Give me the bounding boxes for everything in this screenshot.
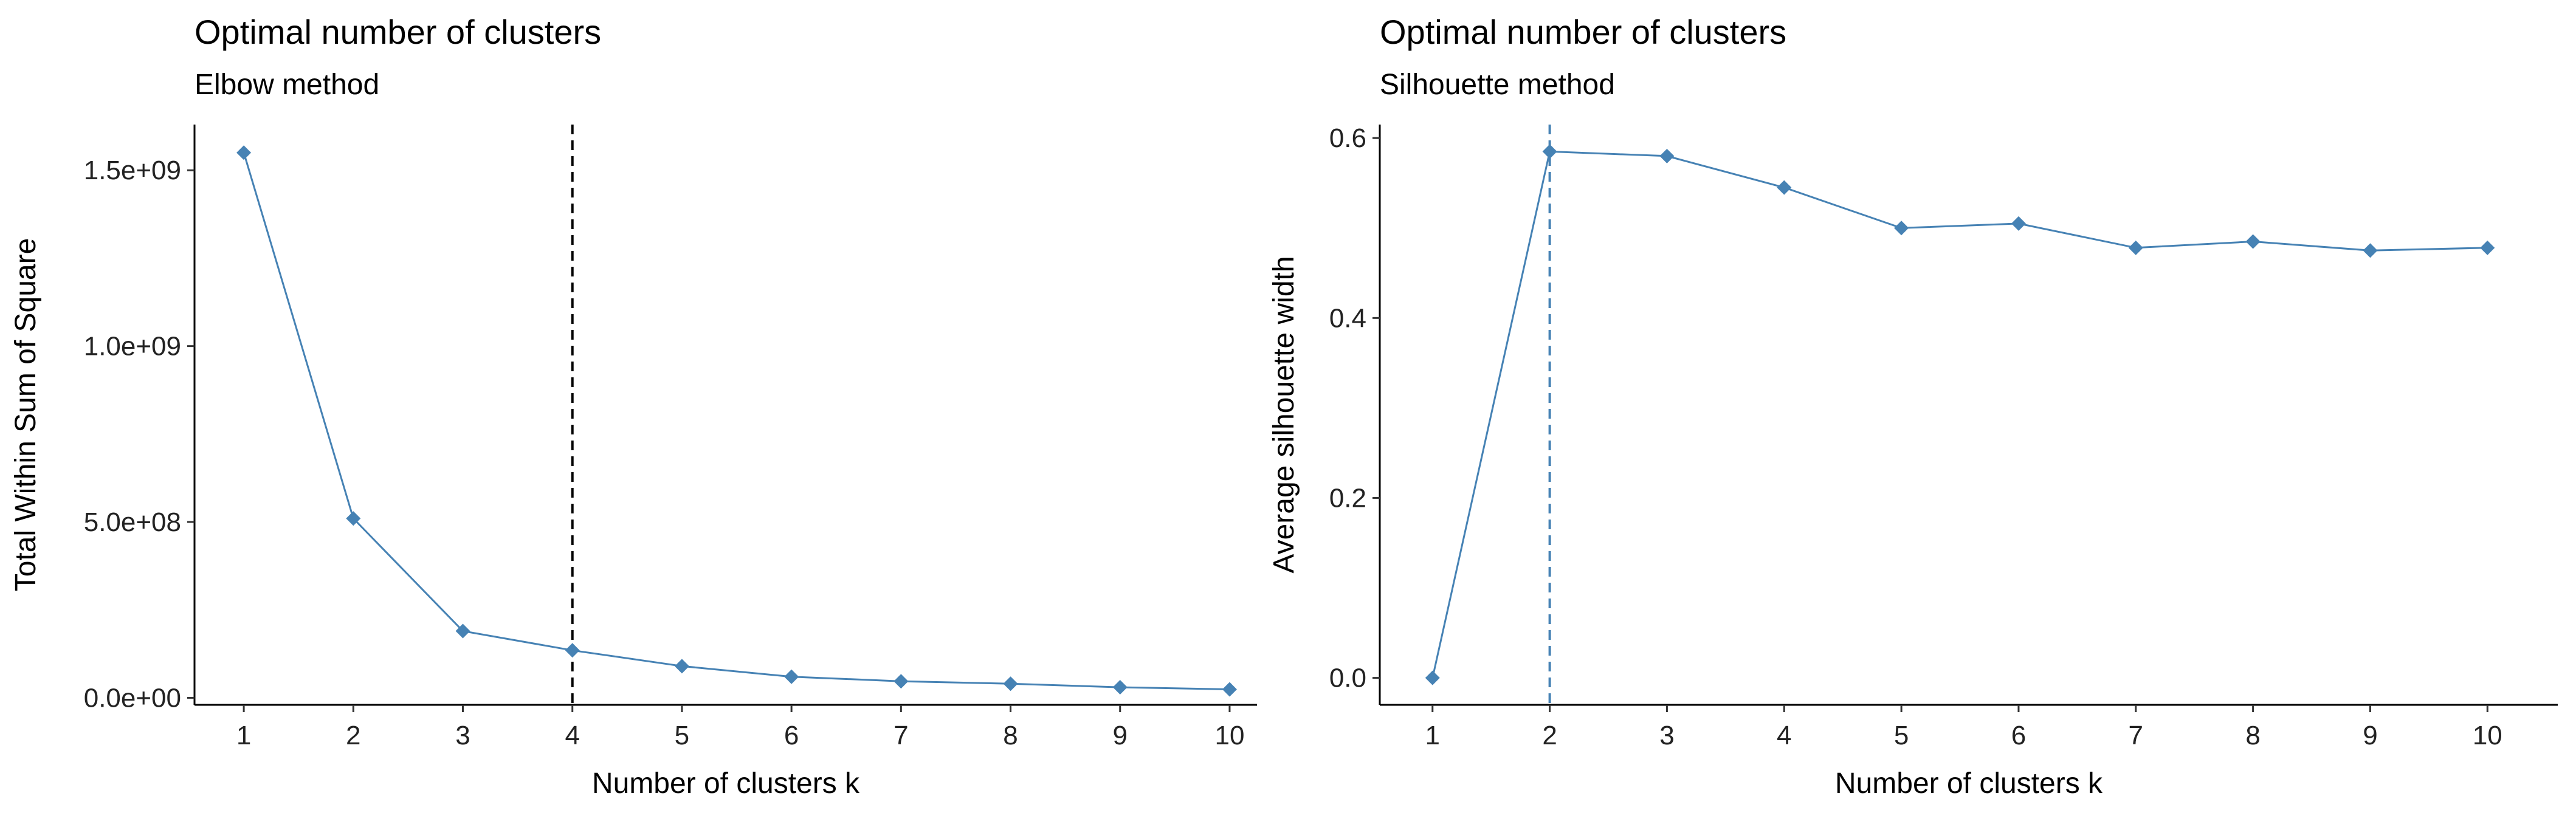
chart-title: Optimal number of clusters (1380, 13, 1787, 51)
data-point (2011, 216, 2026, 231)
silhouette-panel: Optimal number of clusters Silhouette me… (1268, 0, 2576, 813)
data-point (236, 145, 252, 160)
data-point (2128, 240, 2143, 255)
x-tick-label: 3 (1659, 721, 1674, 750)
x-tick-label: 2 (346, 721, 360, 750)
x-tick-label: 10 (1214, 721, 1244, 750)
chart-subtitle: Elbow method (195, 69, 380, 101)
y-tick-label: 0.6 (1329, 123, 1366, 153)
data-point (565, 643, 580, 658)
chart-title: Optimal number of clusters (195, 13, 602, 51)
y-axis-label: Total Within Sum of Square (10, 238, 42, 592)
chart-subtitle: Silhouette method (1380, 69, 1615, 101)
x-tick-label: 5 (675, 721, 689, 750)
x-tick-label: 10 (2473, 721, 2502, 750)
elbow-panel: Optimal number of clusters Elbow method … (0, 0, 1276, 813)
silhouette-chart: 0.0 0.2 0.4 0.6 1 2 3 4 5 6 7 8 9 10 Number of cluster… (1268, 123, 2558, 800)
x-axis-label: Number of clusters k (1835, 767, 2103, 800)
data-point (2480, 240, 2495, 255)
x-tick-label: 8 (1003, 721, 1018, 750)
y-tick-label: 0.4 (1329, 303, 1366, 333)
data-point (2363, 243, 2378, 258)
data-point (346, 511, 361, 526)
data-point (1222, 682, 1237, 697)
series-line (1431, 150, 2488, 678)
x-tick-label: 9 (1113, 721, 1128, 750)
series-line (243, 152, 1230, 690)
x-tick-label: 5 (1894, 721, 1909, 750)
y-tick-label: 0.2 (1329, 483, 1366, 513)
data-point (1894, 221, 1909, 236)
y-tick-label: 1.0e+09 (84, 332, 181, 362)
data-point (1425, 670, 1440, 685)
x-tick-label: 6 (2011, 721, 2026, 750)
data-point (2245, 234, 2261, 249)
x-tick-label: 2 (1542, 721, 1557, 750)
data-point (784, 669, 799, 684)
data-point (1659, 148, 1675, 163)
x-tick-label: 7 (2129, 721, 2143, 750)
x-tick-label: 1 (1425, 721, 1440, 750)
x-tick-label: 9 (2363, 721, 2377, 750)
data-point (674, 659, 689, 674)
x-tick-label: 1 (236, 721, 251, 750)
y-axis-label: Average silhouette width (1268, 256, 1300, 573)
data-point (1112, 680, 1128, 695)
x-tick-label: 4 (1777, 721, 1791, 750)
elbow-chart: 0.0e+00 5.0e+08 1.0e+09 1.5e+09 1 2 3 4 5 6 7 8 9 10 N… (10, 125, 1257, 800)
y-tick-label: 0.0 (1329, 664, 1366, 693)
data-point (1003, 676, 1018, 691)
x-tick-label: 3 (455, 721, 470, 750)
x-tick-label: 7 (894, 721, 908, 750)
x-axis-label: Number of clusters k (592, 767, 860, 800)
x-tick-label: 6 (784, 721, 799, 750)
x-tick-label: 8 (2245, 721, 2260, 750)
data-point (1542, 144, 1557, 159)
data-point (894, 674, 909, 689)
y-tick-label: 1.5e+09 (84, 156, 181, 185)
x-tick-label: 4 (565, 721, 579, 750)
data-point (455, 623, 470, 639)
y-tick-label: 0.0e+00 (84, 683, 181, 713)
y-tick-label: 5.0e+08 (84, 507, 181, 537)
data-point (1777, 180, 1792, 195)
